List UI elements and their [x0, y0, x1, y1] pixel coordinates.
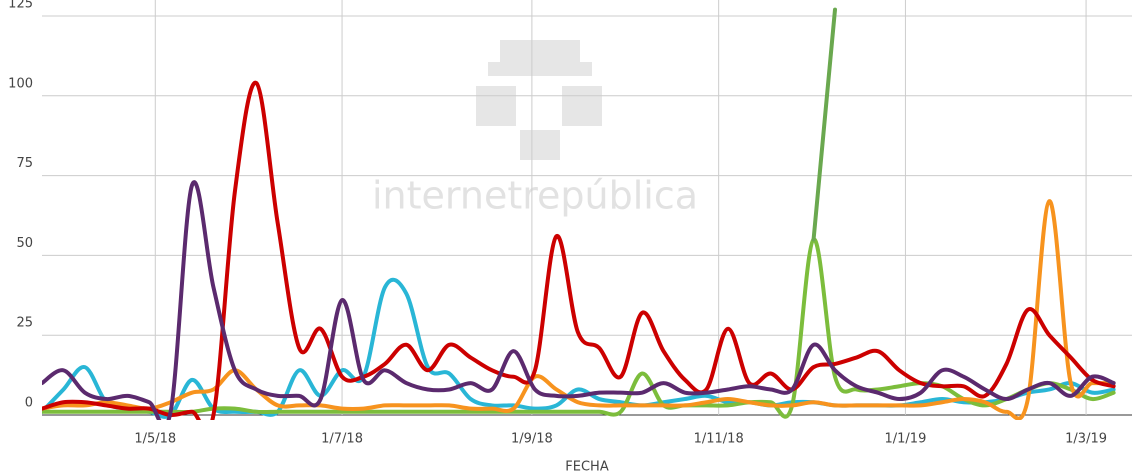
- x-tick-label: 1/5/18: [134, 432, 176, 447]
- series-line: [42, 80, 1116, 420]
- y-tick-label: 0: [25, 396, 33, 411]
- y-tick-label: 125: [8, 0, 33, 12]
- y-tick-label: 100: [8, 76, 33, 91]
- y-tick-label: 75: [16, 156, 33, 171]
- x-axis-label: FECHA: [565, 460, 609, 475]
- x-tick-label: 1/1/19: [885, 432, 927, 447]
- x-tick-label: 1/9/18: [511, 432, 553, 447]
- x-tick-label: 1/7/18: [321, 432, 363, 447]
- x-tick-label: 1/3/19: [1065, 432, 1107, 447]
- x-tick-label: 1/11/18: [694, 432, 744, 447]
- series-line: [42, 277, 1116, 419]
- y-tick-label: 50: [16, 236, 33, 251]
- plot: [42, 7, 1116, 420]
- series-line: [42, 199, 1116, 420]
- series-line: [811, 7, 838, 242]
- watermark-icon: [476, 40, 602, 160]
- series-line: [42, 180, 1116, 420]
- y-tick-label: 25: [16, 316, 33, 331]
- grid: 0 25 50 75 100 125 1/5/18 1/7/18 1/9/18 1/11/18 1/…: [8, 0, 1132, 447]
- watermark: internetrepública: [372, 174, 698, 218]
